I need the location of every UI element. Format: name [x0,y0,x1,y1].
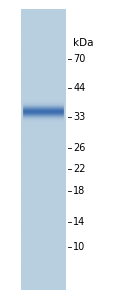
Text: 70: 70 [73,54,86,64]
Text: kDa: kDa [73,39,94,48]
Text: 26: 26 [73,143,86,153]
Text: 10: 10 [73,242,86,252]
Text: 22: 22 [73,164,86,174]
Text: 18: 18 [73,186,86,196]
Text: 14: 14 [73,217,86,227]
Text: 44: 44 [73,83,86,93]
Text: 33: 33 [73,112,86,122]
